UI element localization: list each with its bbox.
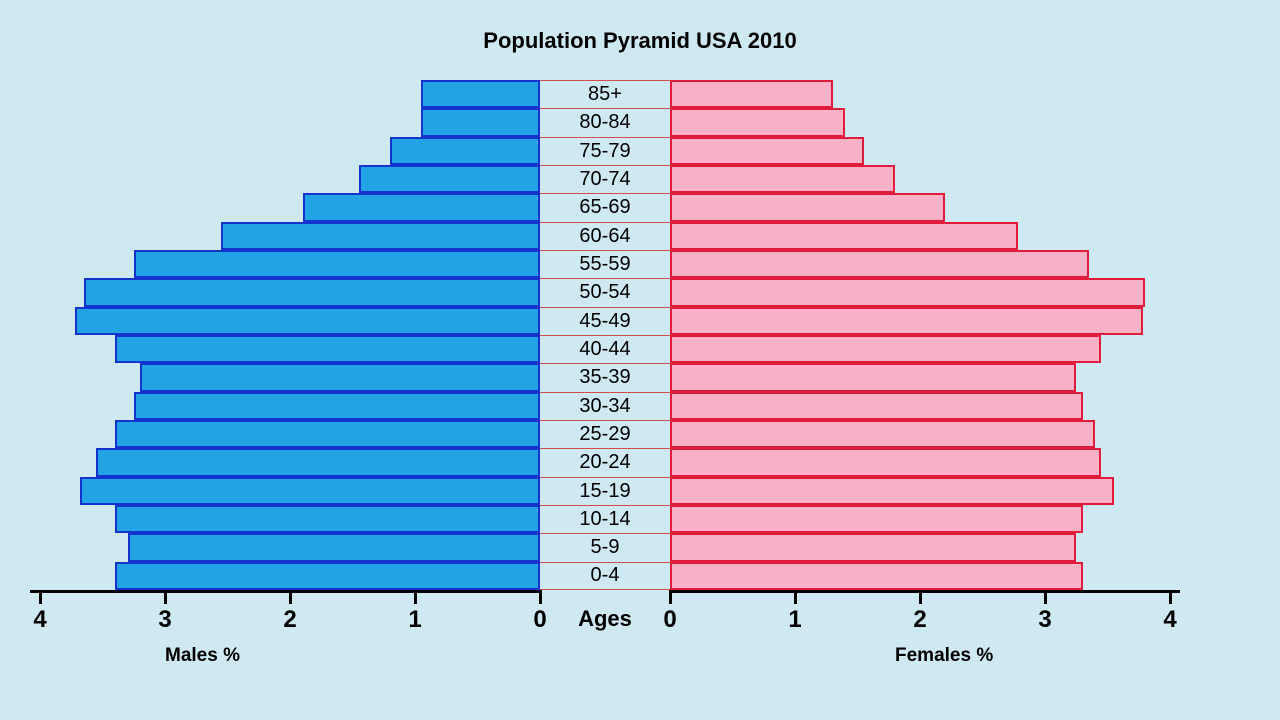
- age-label: 65-69: [579, 196, 630, 219]
- female-axis-line: [670, 590, 1180, 593]
- female-bar: [670, 278, 1145, 306]
- male-bar: [303, 193, 541, 221]
- age-label: 25-29: [579, 423, 630, 446]
- male-bar: [359, 165, 540, 193]
- female-bar: [670, 108, 845, 136]
- age-label: 0-4: [591, 564, 620, 587]
- age-label-cell: 75-79: [540, 137, 670, 165]
- age-label: 45-49: [579, 310, 630, 333]
- female-bar: [670, 420, 1095, 448]
- age-label-cell: 65-69: [540, 193, 670, 221]
- male-bar: [75, 307, 540, 335]
- male-tick: [164, 590, 167, 604]
- male-bar: [140, 363, 540, 391]
- age-label: 85+: [588, 83, 622, 106]
- age-label: 75-79: [579, 140, 630, 163]
- female-bar: [670, 392, 1083, 420]
- age-label-cell: 45-49: [540, 307, 670, 335]
- age-label: 35-39: [579, 366, 630, 389]
- male-bar: [84, 278, 540, 306]
- age-label-cell: 10-14: [540, 505, 670, 533]
- male-bar: [115, 335, 540, 363]
- age-label: 20-24: [579, 451, 630, 474]
- female-bar: [670, 363, 1076, 391]
- male-tick: [289, 590, 292, 604]
- age-label-cell: 80-84: [540, 108, 670, 136]
- male-tick: [539, 590, 542, 604]
- age-label: 50-54: [579, 281, 630, 304]
- females-axis-title: Females %: [895, 645, 993, 667]
- age-label: 10-14: [579, 508, 630, 531]
- male-bar: [80, 477, 540, 505]
- female-tick: [1169, 590, 1172, 604]
- age-label-cell: 55-59: [540, 250, 670, 278]
- female-bar: [670, 250, 1089, 278]
- age-label: 55-59: [579, 253, 630, 276]
- female-tick: [794, 590, 797, 604]
- female-bar: [670, 80, 833, 108]
- age-label: 80-84: [579, 111, 630, 134]
- male-tick-label: 4: [33, 606, 46, 634]
- female-bar: [670, 222, 1018, 250]
- male-bar: [115, 505, 540, 533]
- female-bar: [670, 448, 1101, 476]
- male-bar: [134, 250, 540, 278]
- age-label-cell: 30-34: [540, 392, 670, 420]
- age-label: 5-9: [591, 536, 620, 559]
- male-tick-label: 2: [283, 606, 296, 634]
- female-bar: [670, 335, 1101, 363]
- male-bar: [421, 108, 540, 136]
- age-label-cell: 0-4: [540, 562, 670, 590]
- age-label: 60-64: [579, 225, 630, 248]
- male-bar: [390, 137, 540, 165]
- male-tick-label: 1: [408, 606, 421, 634]
- chart-title: Population Pyramid USA 2010: [0, 28, 1280, 54]
- male-tick-label: 3: [158, 606, 171, 634]
- female-bar: [670, 137, 864, 165]
- female-tick-label: 1: [788, 606, 801, 634]
- female-tick-label: 2: [913, 606, 926, 634]
- female-bar: [670, 533, 1076, 561]
- male-bar: [115, 562, 540, 590]
- female-bar: [670, 505, 1083, 533]
- age-label-cell: 35-39: [540, 363, 670, 391]
- male-bar: [96, 448, 540, 476]
- males-axis-title: Males %: [165, 645, 240, 667]
- age-label: 70-74: [579, 168, 630, 191]
- age-label: 40-44: [579, 338, 630, 361]
- male-axis-line: [30, 590, 540, 593]
- female-tick: [669, 590, 672, 604]
- male-bar: [115, 420, 540, 448]
- age-label-cell: 85+: [540, 80, 670, 108]
- age-label-cell: 5-9: [540, 533, 670, 561]
- female-tick-label: 4: [1163, 606, 1176, 634]
- female-bars-column: [670, 80, 1170, 590]
- female-bar: [670, 193, 945, 221]
- female-bar: [670, 477, 1114, 505]
- male-tick: [414, 590, 417, 604]
- age-labels-column: 85+ 80-84 75-79 70-74 65-69 60-64 55-59 50-54 45…: [540, 80, 670, 590]
- male-bar: [128, 533, 541, 561]
- male-bar: [421, 80, 540, 108]
- male-bar: [134, 392, 540, 420]
- age-label: 15-19: [579, 480, 630, 503]
- age-label-cell: 60-64: [540, 222, 670, 250]
- female-tick-label: 3: [1038, 606, 1051, 634]
- female-tick: [919, 590, 922, 604]
- age-label-cell: 25-29: [540, 420, 670, 448]
- male-bar: [221, 222, 540, 250]
- male-bars-column: [40, 80, 540, 590]
- age-label-cell: 15-19: [540, 477, 670, 505]
- age-label-cell: 20-24: [540, 448, 670, 476]
- age-label: 30-34: [579, 395, 630, 418]
- ages-axis-title: Ages: [540, 606, 670, 632]
- age-label-cell: 70-74: [540, 165, 670, 193]
- age-label-cell: 50-54: [540, 278, 670, 306]
- age-label-cell: 40-44: [540, 335, 670, 363]
- female-bar: [670, 307, 1143, 335]
- female-bar: [670, 562, 1083, 590]
- female-tick: [1044, 590, 1047, 604]
- male-tick: [39, 590, 42, 604]
- female-bar: [670, 165, 895, 193]
